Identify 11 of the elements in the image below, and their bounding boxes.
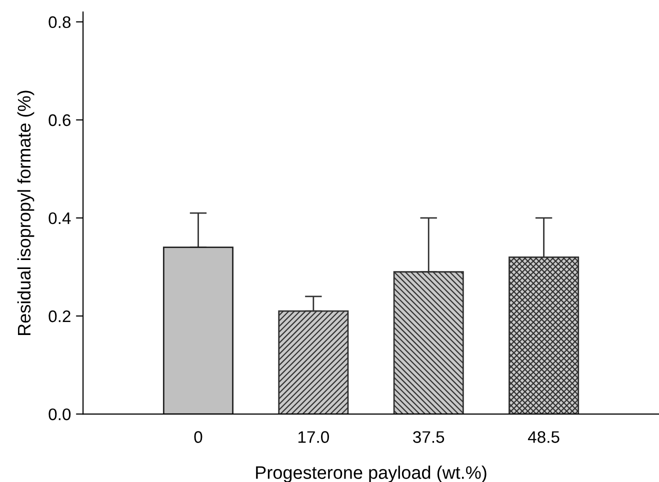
x-tick-label: 0 xyxy=(194,431,202,443)
y-tick-label: 0.6 xyxy=(48,114,70,126)
x-tick-label: 48.5 xyxy=(528,431,560,443)
x-tick-label: 17.0 xyxy=(298,431,329,443)
bar xyxy=(162,246,234,414)
y-tick-label: 0.2 xyxy=(48,310,70,322)
y-tick-label: 0.8 xyxy=(48,16,71,28)
x-tick-label: 37.5 xyxy=(413,431,444,443)
y-tick-label: 0.4 xyxy=(48,212,71,224)
y-tick-label: 0.0 xyxy=(48,408,71,420)
y-axis-title: Residual isopropyl formate (%) xyxy=(17,90,34,335)
